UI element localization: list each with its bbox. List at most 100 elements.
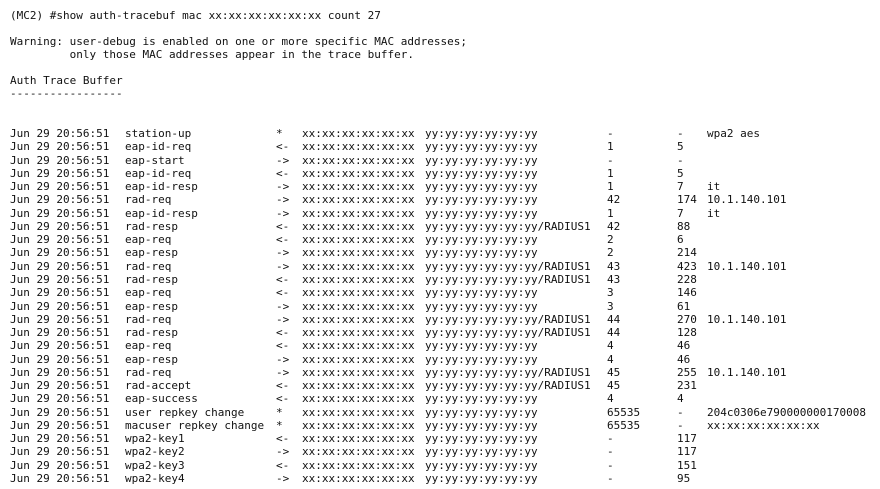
trace-row: Jun 29 20:56:51 rad-req -> xx:xx:xx:xx:xx:x… (0, 366, 880, 379)
trace-peer: yy:yy:yy:yy:yy:yy/RADIUS1 (425, 312, 591, 326)
trace-n1: 42 (607, 219, 621, 233)
trace-n2: 88 (677, 219, 691, 233)
trace-n1: 4 (607, 339, 614, 353)
trace-row: Jun 29 20:56:51 user repkey change * xx:xx:… (0, 406, 880, 419)
warning-line: only those MAC addresses appear in the t… (10, 48, 414, 61)
trace-time: Jun 29 20:56:51 (10, 219, 110, 233)
trace-peer: yy:yy:yy:yy:yy:yy (425, 472, 538, 486)
trace-extra: it (707, 180, 721, 194)
trace-time: Jun 29 20:56:51 (10, 339, 110, 353)
trace-mac: xx:xx:xx:xx:xx:xx (302, 405, 415, 419)
trace-time: Jun 29 20:56:51 (10, 432, 110, 446)
trace-n2: 7 (677, 206, 684, 220)
trace-n2: - (677, 127, 684, 140)
trace-event: eap-id-resp (125, 206, 198, 220)
trace-n1: 44 (607, 312, 621, 326)
trace-row: Jun 29 20:56:51 eap-id-req <- xx:xx:xx:xx:x… (0, 140, 880, 153)
trace-peer: yy:yy:yy:yy:yy:yy (425, 418, 538, 432)
trace-mac: xx:xx:xx:xx:xx:xx (302, 432, 415, 446)
trace-time: Jun 29 20:56:51 (10, 272, 110, 286)
trace-peer: yy:yy:yy:yy:yy:yy (425, 299, 538, 313)
trace-time: Jun 29 20:56:51 (10, 445, 110, 459)
trace-n2: - (677, 153, 684, 167)
trace-event: user repkey change (125, 405, 245, 419)
trace-dir: -> (276, 445, 290, 459)
trace-n1: 4 (607, 352, 614, 366)
trace-peer: yy:yy:yy:yy:yy:yy/RADIUS1 (425, 272, 591, 286)
trace-time: Jun 29 20:56:51 (10, 472, 110, 486)
trace-mac: xx:xx:xx:xx:xx:xx (302, 246, 415, 260)
trace-mac: xx:xx:xx:xx:xx:xx (302, 339, 415, 353)
trace-n1: 44 (607, 326, 621, 340)
trace-n1: 3 (607, 286, 614, 300)
trace-n2: 46 (677, 352, 691, 366)
trace-peer: yy:yy:yy:yy:yy:yy/RADIUS1 (425, 379, 591, 393)
trace-event: wpa2-key1 (125, 432, 185, 446)
command-line: (MC2) #show auth-tracebuf mac xx:xx:xx:x… (10, 9, 381, 22)
trace-time: Jun 29 20:56:51 (10, 458, 110, 472)
trace-row: Jun 29 20:56:51 rad-accept <- xx:xx:xx:xx:x… (0, 379, 880, 392)
trace-dir: -> (276, 472, 290, 486)
trace-dir: <- (276, 339, 290, 353)
trace-extra: 10.1.140.101 (707, 193, 787, 207)
trace-mac: xx:xx:xx:xx:xx:xx (302, 206, 415, 220)
trace-mac: xx:xx:xx:xx:xx:xx (302, 352, 415, 366)
trace-event: wpa2-key3 (125, 458, 185, 472)
trace-time: Jun 29 20:56:51 (10, 246, 110, 260)
trace-peer: yy:yy:yy:yy:yy:yy (425, 286, 538, 300)
trace-n2: 128 (677, 326, 697, 340)
trace-n2: 117 (677, 445, 697, 459)
trace-extra: 204c0306e790000000170008 (707, 405, 866, 419)
trace-mac: xx:xx:xx:xx:xx:xx (302, 299, 415, 313)
trace-peer: yy:yy:yy:yy:yy:yy (425, 339, 538, 353)
trace-row: Jun 29 20:56:51 rad-resp <- xx:xx:xx:xx:xx:… (0, 273, 880, 286)
trace-extra: wpa2 aes (707, 127, 760, 140)
trace-row: Jun 29 20:56:51 eap-req <- xx:xx:xx:xx:xx:x… (0, 339, 880, 352)
section-rule: ----------------- (10, 87, 123, 100)
trace-n2: 423 (677, 259, 697, 273)
trace-mac: xx:xx:xx:xx:xx:xx (302, 166, 415, 180)
trace-row: Jun 29 20:56:51 eap-id-resp -> xx:xx:xx:xx:… (0, 180, 880, 193)
trace-n2: 7 (677, 180, 684, 194)
trace-time: Jun 29 20:56:51 (10, 127, 110, 140)
trace-n1: 1 (607, 166, 614, 180)
trace-n1: 45 (607, 379, 621, 393)
trace-n2: 46 (677, 339, 691, 353)
trace-time: Jun 29 20:56:51 (10, 392, 110, 406)
trace-n1: - (607, 432, 614, 446)
trace-mac: xx:xx:xx:xx:xx:xx (302, 445, 415, 459)
trace-event: rad-accept (125, 379, 192, 393)
trace-peer: yy:yy:yy:yy:yy:yy/RADIUS1 (425, 326, 591, 340)
trace-dir: <- (276, 458, 290, 472)
trace-mac: xx:xx:xx:xx:xx:xx (302, 219, 415, 233)
trace-row: Jun 29 20:56:51 rad-resp <- xx:xx:xx:xx:xx:… (0, 326, 880, 339)
trace-dir: * (276, 405, 283, 419)
trace-event: station-up (125, 127, 192, 140)
trace-n1: 1 (607, 140, 614, 154)
trace-peer: yy:yy:yy:yy:yy:yy (425, 127, 538, 140)
trace-dir: <- (276, 140, 290, 154)
trace-event: rad-req (125, 312, 172, 326)
trace-extra: xx:xx:xx:xx:xx:xx (707, 418, 820, 432)
trace-n1: - (607, 445, 614, 459)
trace-row: Jun 29 20:56:51 eap-id-req <- xx:xx:xx:xx:x… (0, 167, 880, 180)
trace-event: eap-start (125, 153, 185, 167)
trace-dir: <- (276, 432, 290, 446)
trace-event: eap-resp (125, 352, 178, 366)
trace-mac: xx:xx:xx:xx:xx:xx (302, 365, 415, 379)
trace-mac: xx:xx:xx:xx:xx:xx (302, 233, 415, 247)
trace-dir: -> (276, 246, 290, 260)
trace-n2: 231 (677, 379, 697, 393)
trace-n1: 65535 (607, 418, 641, 432)
trace-peer: yy:yy:yy:yy:yy:yy/RADIUS1 (425, 365, 591, 379)
trace-mac: xx:xx:xx:xx:xx:xx (302, 127, 415, 140)
trace-n2: 255 (677, 365, 697, 379)
trace-event: eap-req (125, 233, 172, 247)
trace-event: eap-id-resp (125, 180, 198, 194)
trace-dir: * (276, 127, 283, 140)
trace-time: Jun 29 20:56:51 (10, 206, 110, 220)
warning-line: Warning: user-debug is enabled on one or… (10, 35, 467, 48)
trace-n2: 61 (677, 299, 691, 313)
trace-time: Jun 29 20:56:51 (10, 312, 110, 326)
trace-n1: 3 (607, 299, 614, 313)
